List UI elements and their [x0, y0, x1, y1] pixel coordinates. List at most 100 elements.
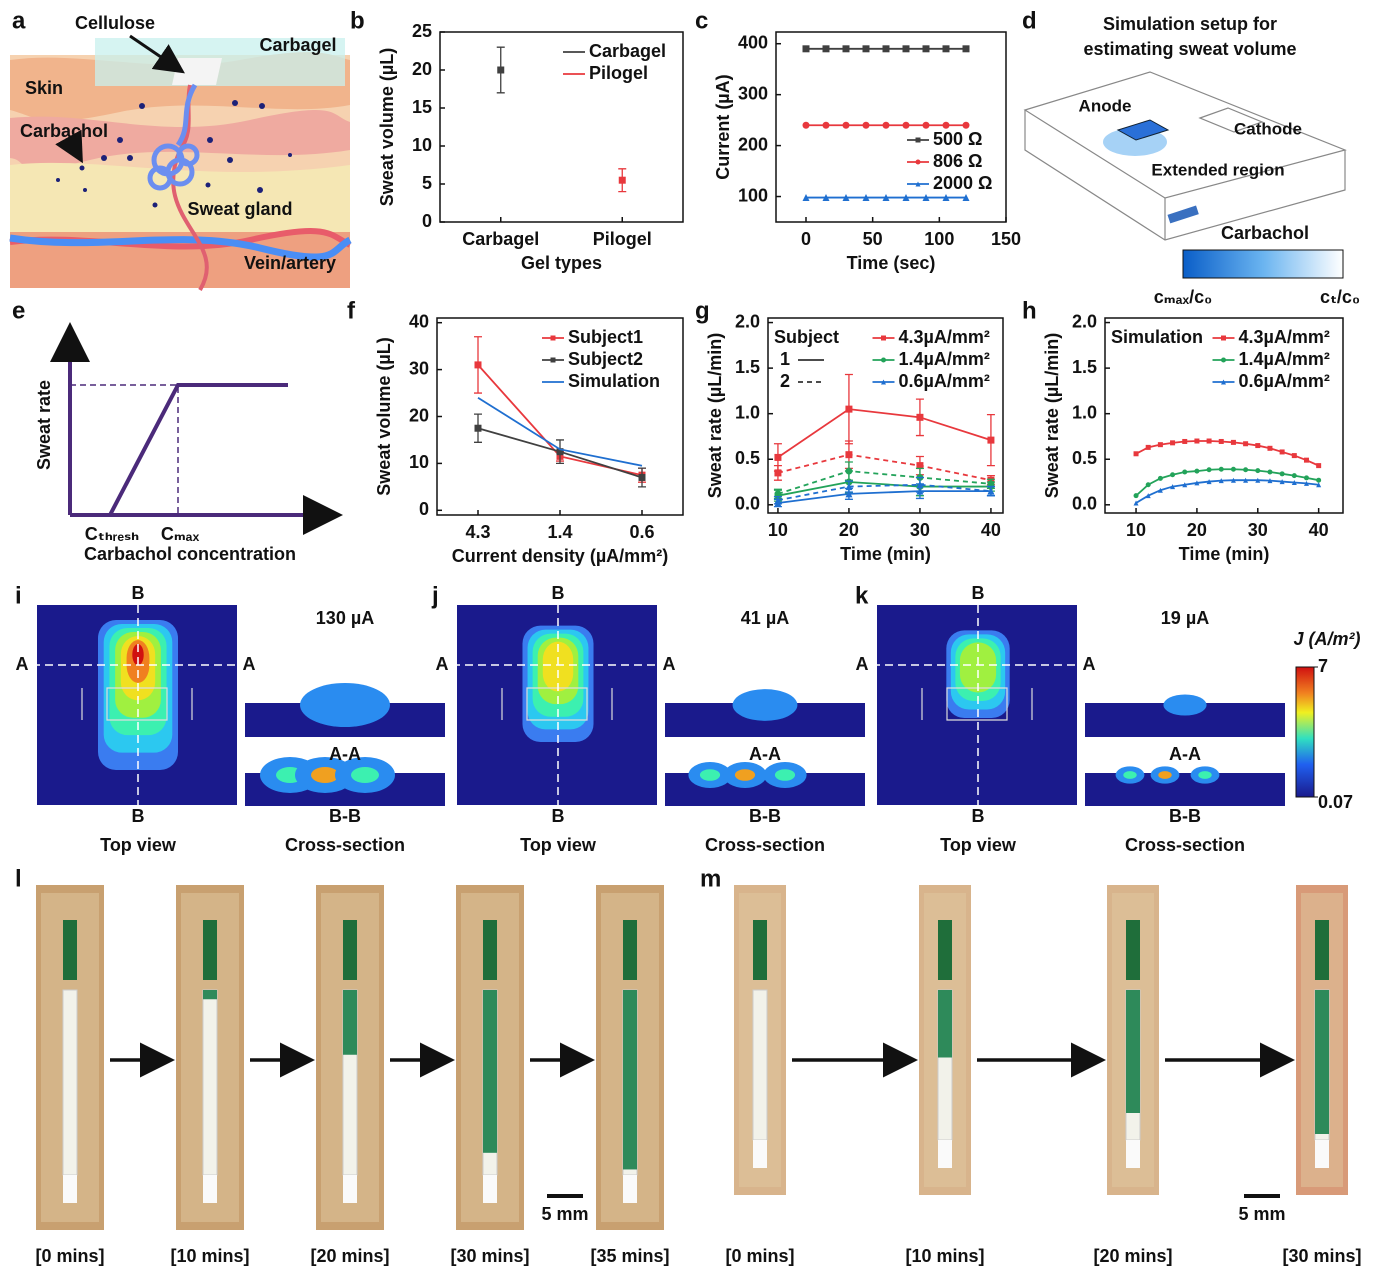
marker	[1316, 477, 1322, 483]
heat-contour	[1158, 771, 1172, 779]
scale-label: 5 mm	[541, 1204, 588, 1224]
section-mark: B	[552, 583, 565, 603]
marker	[1291, 473, 1297, 479]
series-line	[777, 453, 992, 482]
strip-fill	[343, 990, 357, 1055]
heat-contour	[959, 642, 997, 693]
marker	[1194, 438, 1200, 444]
caption: Cross-section	[1125, 835, 1245, 855]
marker	[774, 490, 782, 498]
y-tick-label: 2.0	[735, 311, 760, 331]
heat-contour	[699, 769, 721, 781]
marker	[550, 335, 556, 341]
vein	[9, 234, 352, 261]
marker	[1218, 466, 1224, 472]
strip	[202, 989, 218, 1176]
y-tick-label: 0.5	[1072, 448, 1097, 468]
marker	[842, 45, 850, 53]
marker	[902, 45, 910, 53]
heat-contour	[300, 683, 390, 727]
y-axis-label: Sweat volume (µL)	[374, 337, 394, 495]
marker	[1194, 480, 1200, 486]
section-mark: A	[1083, 654, 1096, 674]
marker	[902, 194, 910, 202]
cellulose-block	[172, 58, 222, 85]
legend-label: 500 Ω	[933, 129, 982, 149]
series-line	[777, 490, 991, 504]
time-label: [10 mins]	[170, 1246, 249, 1266]
strip-tab	[623, 1175, 637, 1203]
legend-label: 4.3µA/mm²	[1239, 327, 1330, 347]
y-tick-label: 200	[738, 134, 768, 154]
green-reservoir	[203, 920, 217, 980]
box	[1023, 71, 1347, 241]
panel-letter: k	[855, 582, 869, 609]
marker	[882, 194, 890, 202]
marker	[845, 405, 853, 413]
legend-label: Carbagel	[589, 41, 666, 61]
marker	[474, 361, 482, 369]
marker	[1230, 439, 1236, 445]
x-tick-label: 40	[981, 520, 1001, 540]
y-tick-label: 0	[422, 211, 432, 231]
x-tick-label: 1.4	[547, 522, 572, 542]
y-tick-label: 1.0	[735, 402, 760, 422]
label: Carbagel	[259, 35, 336, 55]
heat-contour	[542, 641, 574, 692]
y-tick-label: 0.0	[1072, 494, 1097, 514]
simulation-panel: j B B A A Top view 41 µA A-A B-B Cross-section	[431, 582, 865, 855]
marker	[1133, 451, 1139, 457]
section-mark: B	[132, 806, 145, 826]
marker	[802, 45, 810, 53]
curve	[108, 383, 288, 516]
green-reservoir	[1315, 920, 1329, 980]
marker	[1243, 467, 1249, 473]
photos: l [0 mins] [10 mins] [20 mins] [30 mins] [35 …	[15, 865, 1362, 1265]
marker	[1243, 477, 1249, 483]
marker	[962, 45, 970, 53]
marker	[915, 137, 921, 143]
green-reservoir	[343, 920, 357, 980]
label: Vein/artery	[244, 253, 336, 273]
plot-frame	[436, 317, 684, 516]
y-tick-label: 10	[412, 135, 432, 155]
legend-title: Subject	[774, 327, 839, 347]
x-tick-label: 50	[863, 229, 883, 249]
time-label: [0 mins]	[725, 1246, 794, 1266]
x-tick-label: 30	[910, 520, 930, 540]
x-tick-label: 40	[1309, 520, 1329, 540]
time-label: [35 mins]	[590, 1246, 669, 1266]
label: Sweat gland	[187, 199, 292, 219]
marker	[1218, 478, 1224, 484]
y-tick-label: 40	[409, 311, 429, 331]
marker	[1303, 480, 1309, 486]
marker	[1316, 482, 1322, 488]
marker	[881, 335, 886, 341]
section-mark: B	[552, 806, 565, 826]
plot-frame	[767, 317, 1004, 514]
marker	[1221, 357, 1226, 363]
y-tick-label: 20	[412, 59, 432, 79]
simulation-panel: k B B A A Top view 19 µA A-A B-B Cross-section	[855, 582, 1285, 855]
title: Simulation setup for	[1103, 14, 1277, 34]
legend-label: 2000 Ω	[933, 173, 992, 193]
marker	[942, 121, 950, 129]
marker	[1145, 493, 1151, 499]
heat-contour	[132, 644, 144, 666]
marker	[862, 194, 870, 202]
marker	[987, 480, 995, 488]
heat-contour	[351, 767, 379, 783]
marker	[916, 481, 924, 489]
y-axis-label: Sweat volume (µL)	[377, 48, 397, 206]
section-mark: A	[16, 654, 29, 674]
x-tick-label: 4.3	[465, 522, 490, 542]
marker	[1255, 468, 1261, 474]
marker	[1279, 471, 1285, 477]
series-line	[777, 408, 992, 459]
series-line	[777, 483, 992, 502]
marker	[862, 121, 870, 129]
marker	[845, 483, 853, 491]
simulation-panel: i B B A A Top view 130 µA A-A B-B Cross-section	[15, 582, 445, 855]
section-mark: A	[436, 654, 449, 674]
